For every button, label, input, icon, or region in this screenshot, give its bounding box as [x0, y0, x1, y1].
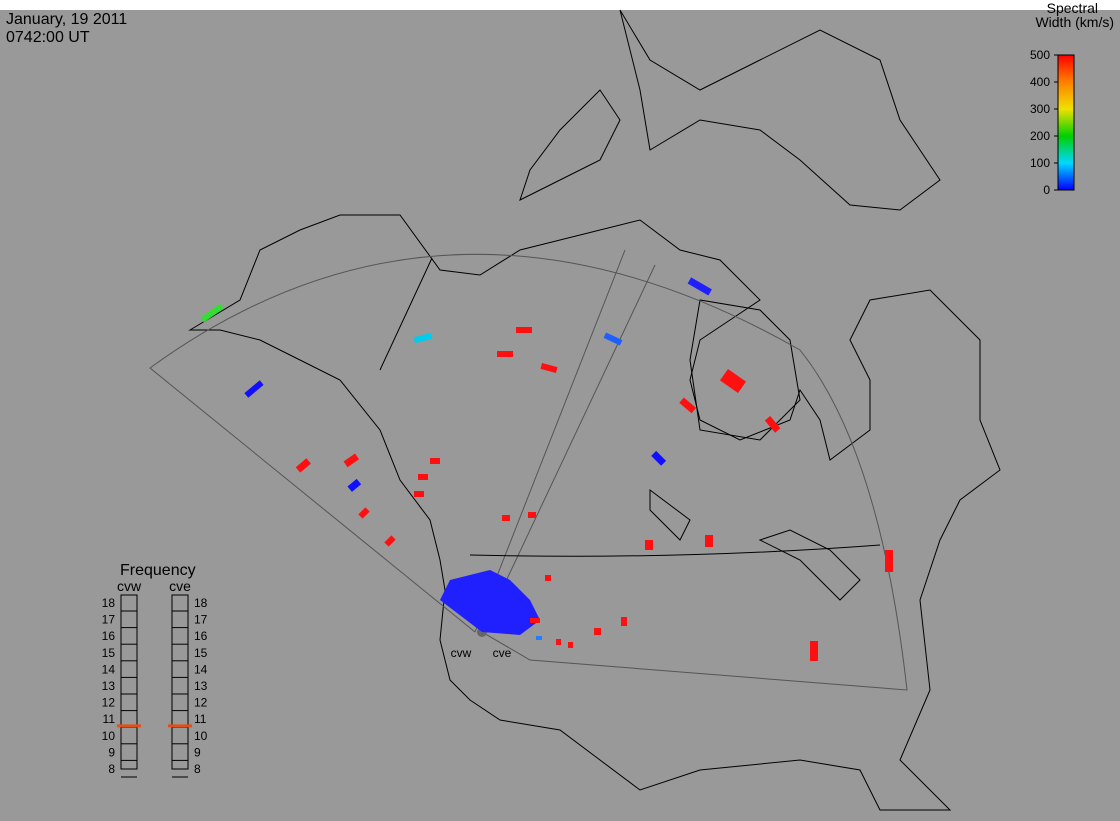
frequency-tick-label: 16	[102, 629, 116, 643]
frequency-tick-label: 12	[194, 696, 208, 710]
frequency-tick-label: 17	[194, 613, 208, 627]
frequency-tick-label: 13	[102, 679, 116, 693]
frequency-title: Frequency	[120, 562, 196, 579]
colorbar-tick-label: 500	[1030, 48, 1050, 62]
colorbar-tick-label: 400	[1030, 75, 1050, 89]
colorbar-title: Spectral	[1047, 0, 1098, 16]
frequency-tick-label: 14	[194, 662, 208, 676]
frequency-tick-label: 9	[108, 745, 115, 759]
frequency-tick-label: 10	[194, 729, 208, 743]
frequency-column	[171, 594, 189, 770]
radar-name: cve	[169, 578, 191, 594]
time: 0742:00 UT	[6, 29, 90, 46]
colorbar-tick-label: 200	[1030, 129, 1050, 143]
colorbar-tick-label: 0	[1043, 183, 1050, 197]
frequency-tick-label: 11	[194, 712, 207, 726]
colorbar-tick-label: 300	[1030, 102, 1050, 116]
frequency-tick-label: 16	[194, 629, 208, 643]
frequency-tick-label: 18	[194, 596, 208, 610]
coastlines	[188, 9, 1001, 811]
frequency-tick-label: 18	[102, 596, 116, 610]
colorbar	[1057, 54, 1075, 191]
frequency-tick-label: 13	[194, 679, 208, 693]
frequency-tick-label: 10	[102, 729, 116, 743]
colorbar-title: Width (km/s)	[1035, 14, 1114, 30]
frequency-tick-label: 8	[194, 762, 201, 776]
frequency-tick-label: 11	[103, 712, 116, 726]
frequency-tick-label: 15	[102, 646, 116, 660]
frequency-tick-label: 14	[102, 662, 116, 676]
radar-name: cvw	[117, 578, 142, 594]
scatter-patches	[200, 277, 893, 661]
frequency-tick-label: 8	[108, 762, 115, 776]
frequency-tick-label: 17	[102, 613, 116, 627]
colorbar-tick-label: 100	[1030, 156, 1050, 170]
frequency-tick-label: 9	[194, 745, 201, 759]
radar-label: cvw	[451, 646, 472, 660]
date: January, 19 2011	[6, 11, 127, 28]
radar-label: cve	[493, 646, 512, 660]
frequency-tick-label: 12	[102, 696, 116, 710]
frequency-tick-label: 15	[194, 646, 208, 660]
frequency-column	[120, 594, 138, 770]
